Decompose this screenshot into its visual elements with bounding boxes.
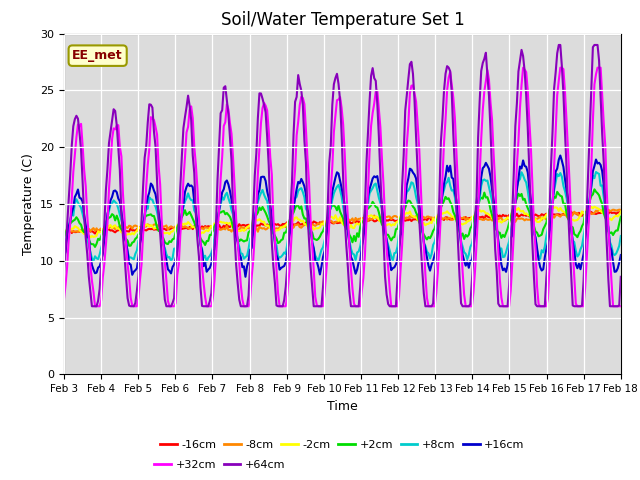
-2cm: [305, 224, 313, 229]
+16cm: [617, 252, 625, 258]
+16cm: [589, 168, 596, 174]
+32cm: [617, 303, 625, 309]
+2cm: [91, 244, 99, 250]
-2cm: [617, 209, 625, 215]
+32cm: [519, 65, 527, 71]
+2cm: [60, 234, 68, 240]
-8cm: [617, 207, 625, 213]
Line: -16cm: -16cm: [64, 211, 621, 234]
+2cm: [591, 186, 598, 192]
-2cm: [228, 222, 236, 228]
Line: +2cm: +2cm: [64, 189, 621, 247]
-8cm: [595, 207, 603, 213]
-16cm: [255, 223, 263, 228]
+32cm: [305, 180, 313, 185]
+8cm: [592, 169, 600, 175]
+16cm: [129, 272, 136, 277]
+64cm: [305, 239, 313, 244]
+32cm: [228, 131, 236, 137]
-16cm: [228, 222, 236, 228]
+32cm: [246, 297, 254, 303]
+16cm: [305, 213, 313, 218]
+16cm: [556, 153, 564, 158]
X-axis label: Time: Time: [327, 400, 358, 413]
-16cm: [305, 222, 313, 228]
-8cm: [130, 223, 138, 229]
Line: +32cm: +32cm: [64, 68, 621, 306]
+8cm: [246, 236, 254, 242]
Text: EE_met: EE_met: [72, 49, 123, 62]
+16cm: [246, 247, 254, 252]
+64cm: [60, 270, 68, 276]
+2cm: [246, 228, 254, 234]
+32cm: [255, 145, 263, 151]
+64cm: [130, 303, 138, 309]
+16cm: [60, 254, 68, 260]
Line: +16cm: +16cm: [64, 156, 621, 277]
-8cm: [228, 228, 236, 234]
-16cm: [606, 208, 614, 214]
+8cm: [617, 233, 625, 239]
-2cm: [591, 204, 598, 210]
Line: +64cm: +64cm: [64, 45, 621, 306]
+32cm: [130, 303, 138, 309]
+8cm: [129, 255, 136, 261]
+16cm: [242, 274, 250, 280]
+8cm: [203, 259, 211, 264]
-8cm: [588, 211, 595, 217]
-16cm: [246, 222, 254, 228]
+8cm: [305, 224, 313, 230]
+8cm: [60, 246, 68, 252]
-2cm: [60, 230, 68, 236]
+2cm: [305, 227, 313, 233]
-2cm: [83, 235, 91, 240]
-8cm: [61, 229, 69, 235]
+8cm: [255, 194, 263, 200]
+64cm: [88, 303, 96, 309]
+8cm: [228, 207, 236, 213]
+64cm: [617, 274, 625, 280]
-16cm: [617, 208, 625, 214]
+2cm: [130, 239, 138, 245]
+64cm: [255, 90, 263, 96]
+8cm: [588, 184, 595, 190]
+64cm: [555, 42, 563, 48]
-8cm: [305, 221, 313, 227]
-16cm: [130, 228, 138, 233]
-2cm: [246, 222, 254, 228]
Line: -8cm: -8cm: [64, 210, 621, 232]
-2cm: [130, 231, 138, 237]
+2cm: [228, 218, 236, 224]
+32cm: [589, 118, 596, 123]
+64cm: [246, 261, 254, 267]
Legend: +32cm, +64cm: +32cm, +64cm: [150, 456, 290, 475]
+32cm: [91, 303, 99, 309]
-8cm: [255, 224, 263, 230]
-16cm: [60, 228, 68, 234]
Y-axis label: Temperature (C): Temperature (C): [22, 153, 35, 255]
+64cm: [228, 157, 236, 163]
+2cm: [588, 193, 595, 199]
+16cm: [255, 187, 263, 193]
Line: -2cm: -2cm: [64, 207, 621, 238]
-16cm: [91, 231, 99, 237]
Title: Soil/Water Temperature Set 1: Soil/Water Temperature Set 1: [221, 11, 464, 29]
-2cm: [255, 216, 263, 222]
+2cm: [255, 204, 263, 210]
-8cm: [246, 225, 254, 231]
+16cm: [226, 188, 234, 194]
-8cm: [60, 229, 68, 235]
Line: +8cm: +8cm: [64, 172, 621, 262]
+32cm: [60, 297, 68, 302]
+64cm: [589, 44, 596, 50]
+2cm: [617, 214, 625, 220]
-2cm: [588, 204, 595, 210]
-16cm: [588, 209, 595, 215]
